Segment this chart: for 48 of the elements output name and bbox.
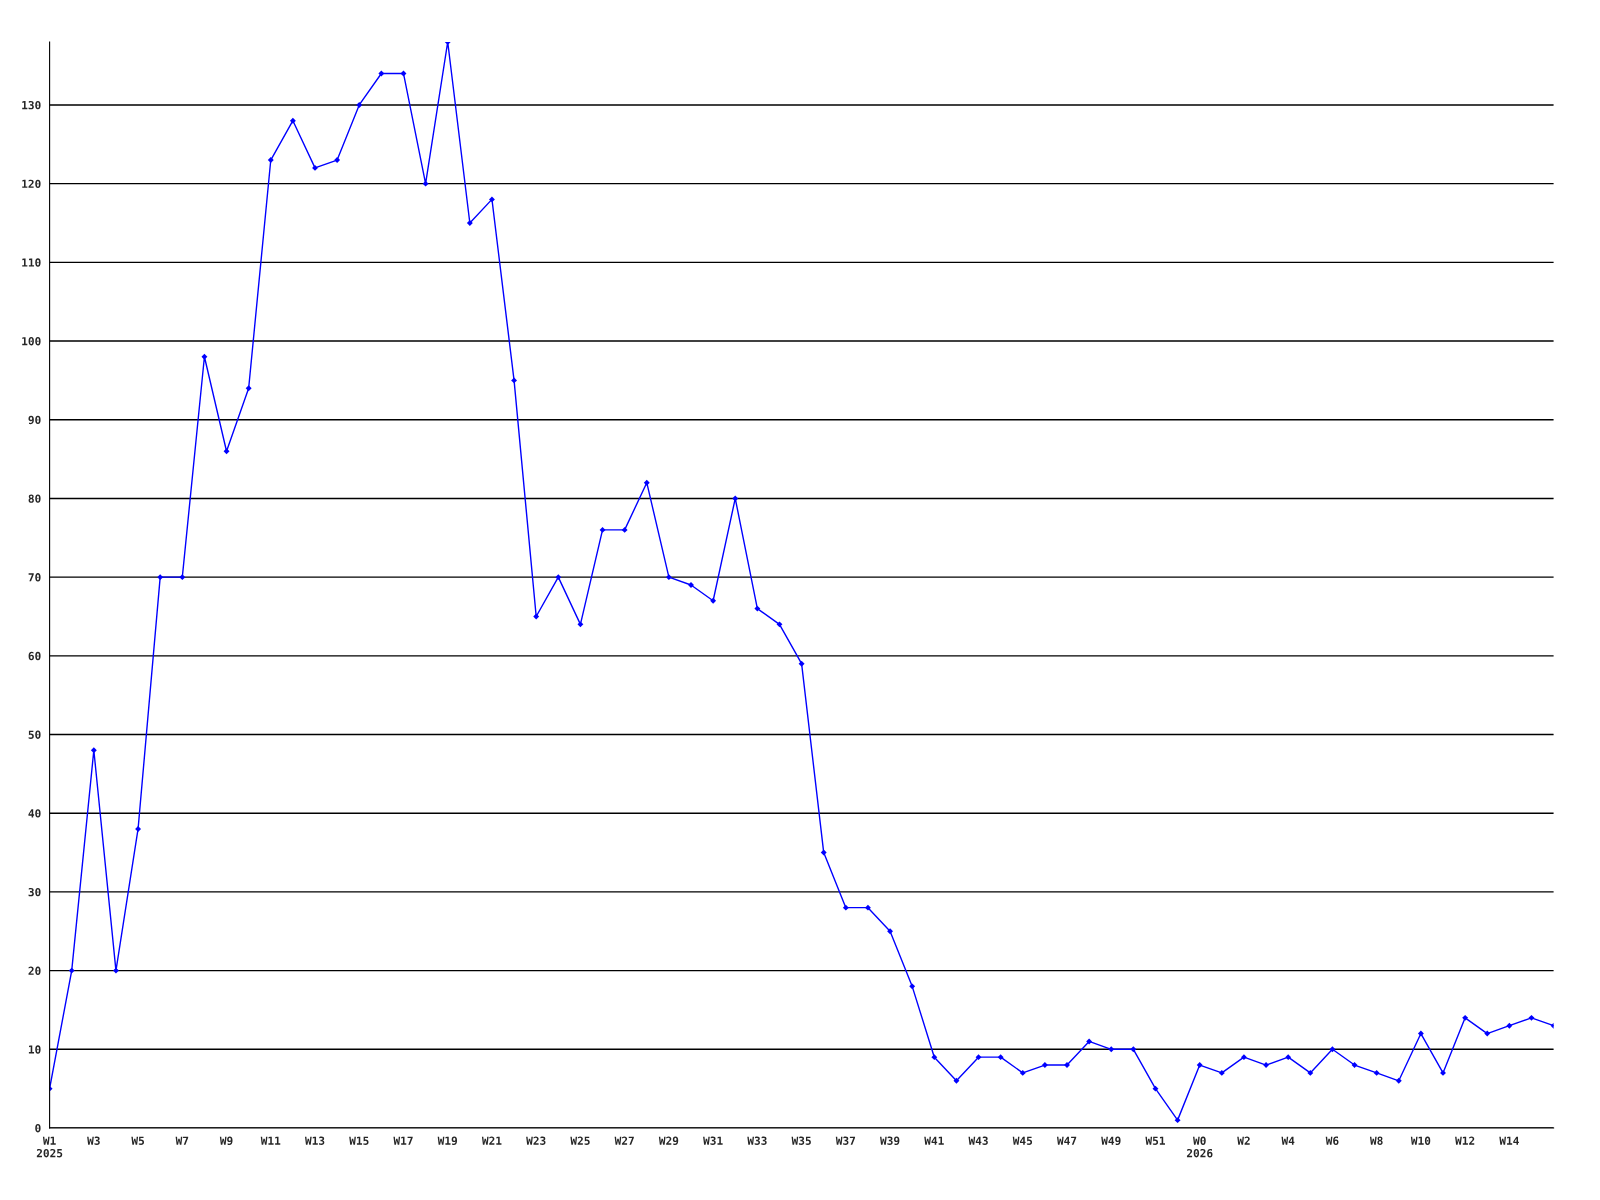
y-tick-label: 110 — [22, 258, 41, 267]
x-tick-label: W41 — [924, 1136, 944, 1145]
x-tick-label: W6 — [1325, 1136, 1339, 1145]
y-tick-label: 70 — [28, 573, 41, 582]
y-tick-label: 90 — [28, 415, 41, 425]
x-tick-label: W43 — [968, 1136, 988, 1145]
y-tick-label: 10 — [28, 1045, 41, 1054]
x-tick-label: W15 — [349, 1136, 369, 1145]
x-tick-label: W31 — [703, 1136, 723, 1145]
x-tick-label: W13 — [304, 1136, 325, 1145]
x-tick-label: W21 — [481, 1136, 502, 1145]
x-tick-label: W51 — [1145, 1136, 1165, 1145]
y-tick-label: 30 — [28, 887, 41, 897]
x-tick-label: W10 — [1410, 1136, 1431, 1145]
x-tick-label: W45 — [1012, 1136, 1033, 1145]
x-tick-label: W39 — [880, 1136, 900, 1145]
y-tick-label: 60 — [28, 651, 41, 661]
x-tick-label: W27 — [614, 1136, 634, 1145]
x-tick-label: W35 — [791, 1136, 811, 1145]
x-tick-label: W2 — [1237, 1136, 1250, 1145]
x-tick-label: W25 — [570, 1136, 590, 1145]
x-tick-label: W11 — [260, 1136, 281, 1145]
y-tick-label: 80 — [28, 494, 41, 503]
x-tick-label: W29 — [658, 1136, 679, 1145]
x-tick-label: W9 — [219, 1136, 233, 1145]
x-tick-label: W47 — [1056, 1136, 1077, 1145]
y-tick-label: 50 — [28, 730, 41, 739]
x-tick-label: W33 — [747, 1136, 767, 1145]
x-tick-label: W19 — [437, 1136, 458, 1145]
y-tick-label: 120 — [22, 179, 41, 189]
x-tick-label: W8 — [1369, 1136, 1383, 1145]
x-tick-label: W0 2026 — [1186, 1136, 1213, 1158]
y-tick-label: 130 — [22, 100, 41, 110]
y-tick-label: 20 — [28, 966, 41, 975]
x-tick-label: W37 — [835, 1136, 856, 1145]
x-tick-label: W1 2025 — [36, 1136, 63, 1158]
x-tick-label: W3 — [87, 1136, 100, 1145]
x-tick-label: W23 — [526, 1136, 546, 1145]
y-tick-label: 40 — [28, 809, 41, 818]
x-tick-label: W14 — [1499, 1136, 1519, 1145]
x-tick-label: W17 — [393, 1136, 413, 1145]
x-tick-label: W49 — [1101, 1136, 1121, 1145]
x-tick-label: W12 — [1455, 1136, 1475, 1145]
x-tick-label: W4 — [1281, 1136, 1295, 1145]
y-tick-label: 0 — [35, 1123, 41, 1133]
x-tick-label: W7 — [175, 1136, 189, 1145]
x-tick-label: W5 — [131, 1136, 145, 1145]
y-tick-label: 100 — [22, 337, 41, 346]
